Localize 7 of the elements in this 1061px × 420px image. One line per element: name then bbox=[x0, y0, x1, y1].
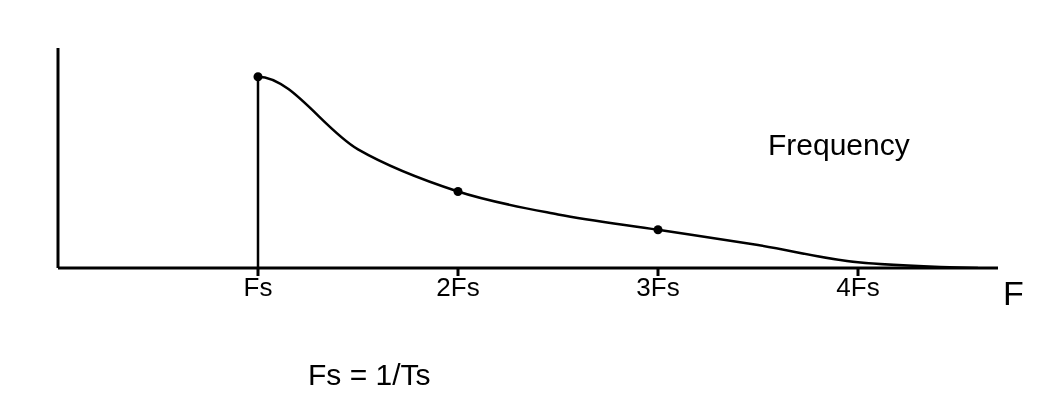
x-tick-label: 4Fs bbox=[836, 272, 880, 303]
x-tick-label: 3Fs bbox=[636, 272, 680, 303]
x-tick-label: 2Fs bbox=[436, 272, 480, 303]
annotation: Frequency bbox=[768, 128, 910, 162]
x-tick-label: Fs bbox=[243, 272, 273, 303]
text: Fs = 1/Ts bbox=[308, 358, 431, 392]
x-axis-title: F bbox=[1003, 274, 1024, 313]
